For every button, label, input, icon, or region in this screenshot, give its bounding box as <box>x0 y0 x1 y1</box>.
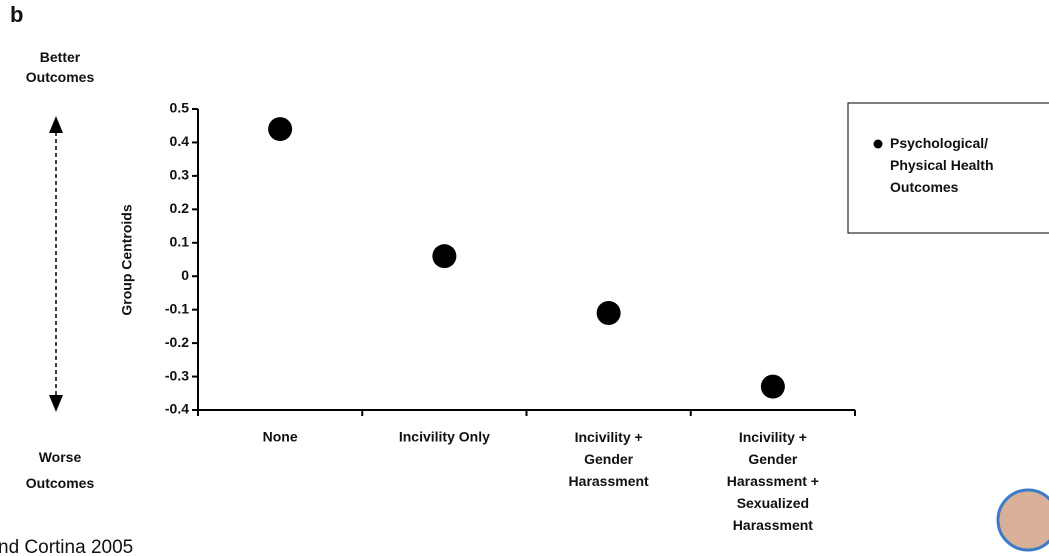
y-tick-label: 0 <box>181 267 189 283</box>
y-tick-label: -0.4 <box>165 401 189 417</box>
worse-outcomes: Worse Outcomes <box>26 449 95 491</box>
x-tick-label: None <box>263 429 298 445</box>
legend-label: Psychological/Physical Health Outcomes <box>890 135 994 195</box>
dot <box>760 374 785 399</box>
y-axis-label: Group Centroids <box>119 204 135 315</box>
y-tick-label: 0.2 <box>170 200 190 216</box>
y-tick-label: -0.1 <box>165 300 189 316</box>
footer-text: nd Cortina 2005 <box>0 537 133 556</box>
arrow-up <box>49 116 63 133</box>
y-tick-label: 0.3 <box>170 167 190 183</box>
avatar <box>996 488 1049 552</box>
panel-label: b <box>10 2 23 27</box>
dot <box>432 244 457 269</box>
legend-marker <box>873 139 883 149</box>
dot <box>596 301 621 326</box>
x-tick-label: Incivility Only <box>399 429 490 445</box>
dot <box>268 117 293 142</box>
legend-box <box>847 102 1049 234</box>
better-outcomes: Better Outcomes <box>26 49 95 85</box>
y-tick-label: -0.2 <box>165 334 189 350</box>
y-tick-label: -0.3 <box>165 367 189 383</box>
x-tick-label: Incivility + Gender Harassment <box>569 429 649 489</box>
y-tick-label: 0.1 <box>170 233 190 249</box>
x-tick-label: Incivility + Gender Harassment + Sexualized… <box>727 429 819 533</box>
arrow-down <box>49 395 63 412</box>
y-tick-label: 0.5 <box>170 100 190 116</box>
y-tick-label: 0.4 <box>170 133 190 149</box>
